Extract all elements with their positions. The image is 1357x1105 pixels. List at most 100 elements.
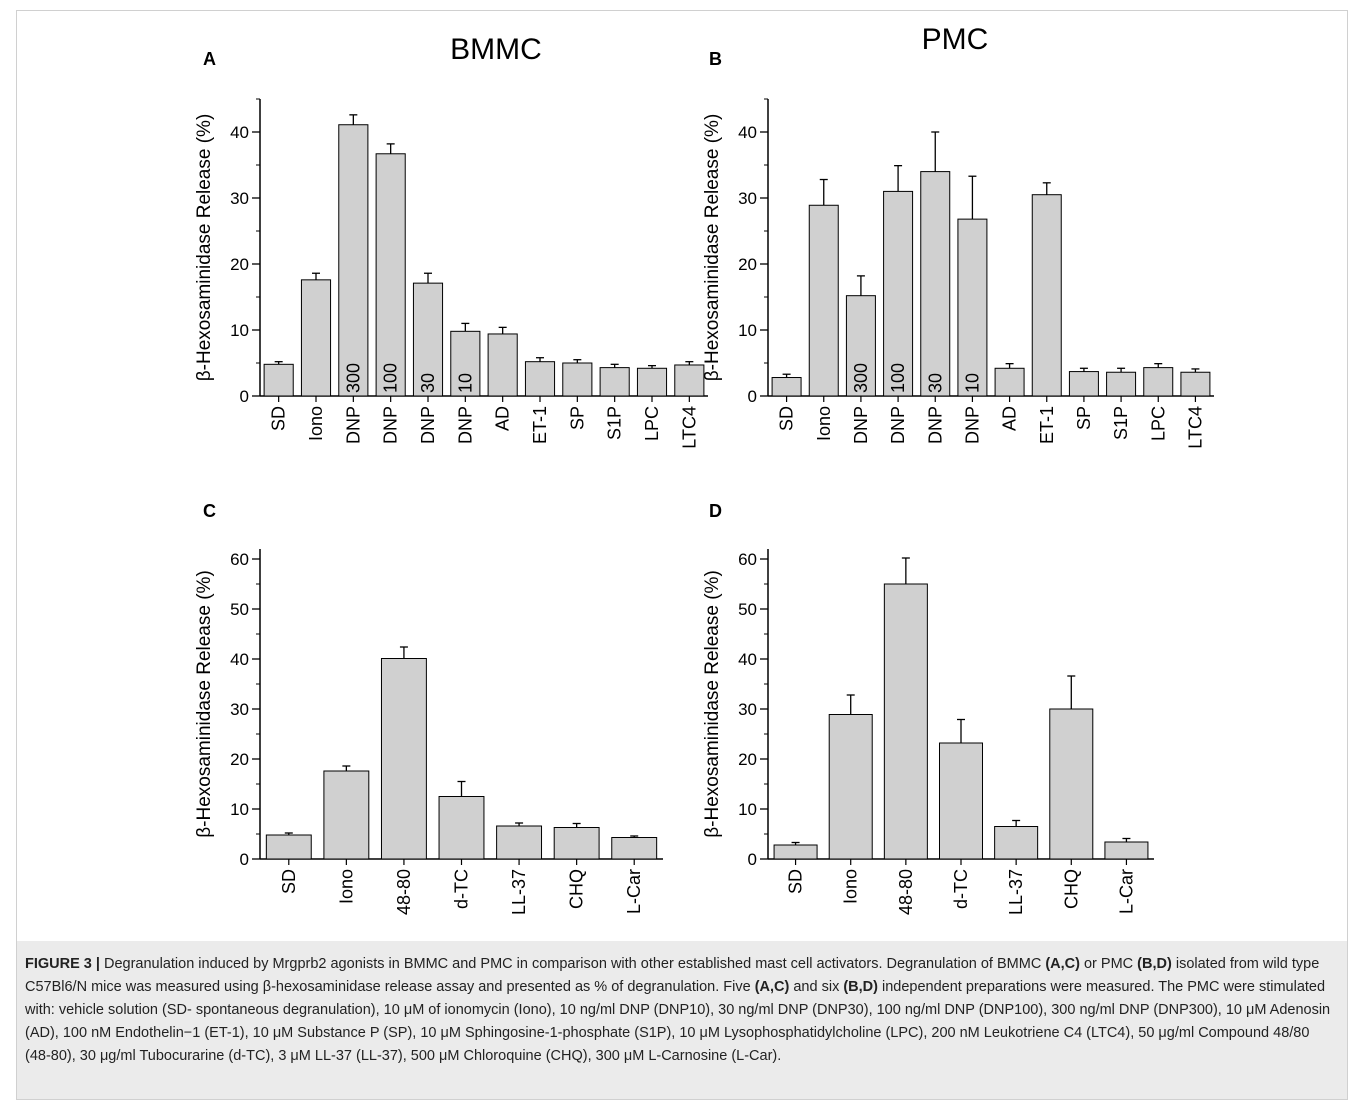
figure-charts: A BMMC 0 10 20 30 40 β-Hexosaminidase Release (… [194, 23, 1214, 915]
y-tick-label: 0 [240, 850, 249, 869]
y-tick-label: 10 [230, 800, 249, 819]
x-tick-label: AD [493, 406, 513, 431]
bar [553, 827, 600, 860]
bar [496, 825, 543, 860]
y-tick-label: 0 [748, 387, 757, 406]
x-tick-label: SD [279, 869, 299, 894]
caption-segment: independent preparations were measured. … [25, 979, 1331, 1064]
bar [1104, 841, 1149, 860]
caption-figure-label: FIGURE 3 | [25, 956, 100, 972]
y-tick-label: 40 [738, 123, 757, 142]
y-tick-label: 30 [738, 700, 757, 719]
x-tick-label: DNP [381, 406, 401, 444]
x-tick-label: SD [269, 406, 289, 431]
bar [674, 364, 705, 397]
x-tick-label: SP [567, 406, 587, 430]
y-tick-label: 40 [230, 123, 249, 142]
x-tick-label: DNP [455, 406, 475, 444]
bar [883, 583, 928, 860]
bar [994, 826, 1039, 860]
x-tick-label: LPC [1148, 406, 1168, 441]
bar [845, 295, 876, 397]
caption-segment: and six [789, 979, 844, 995]
y-tick-label: 60 [738, 550, 757, 569]
bar-label: 30 [925, 373, 945, 393]
bar [375, 153, 406, 397]
x-tick-label: 48-80 [394, 869, 414, 915]
y-tick-label: 0 [748, 850, 757, 869]
bar [994, 367, 1025, 397]
x-tick-label: AD [1000, 406, 1020, 431]
caption-segment: (A,C) [1045, 956, 1080, 972]
bar-label: 300 [343, 363, 363, 393]
bar [380, 658, 427, 860]
x-tick-label: LPC [642, 406, 662, 441]
bar [938, 742, 984, 860]
bar [487, 333, 518, 397]
bar [338, 124, 369, 397]
bar [599, 367, 630, 397]
y-tick-label: 20 [738, 750, 757, 769]
panel-letter: A [203, 49, 216, 69]
x-tick-label: CHQ [1061, 869, 1081, 909]
bar [1068, 371, 1099, 397]
bar-label: 10 [455, 373, 475, 393]
bar [438, 796, 485, 860]
bar [562, 362, 593, 397]
y-axis-label: β-Hexosaminidase Release (%) [194, 570, 215, 838]
x-tick-label: SP [1074, 406, 1094, 430]
y-tick-label: 10 [230, 321, 249, 340]
y-tick-label: 50 [230, 600, 249, 619]
x-tick-label: ET-1 [1037, 406, 1057, 444]
x-tick-label: DNP [888, 406, 908, 444]
y-tick-label: 10 [738, 321, 757, 340]
bar [323, 770, 370, 860]
chart-panel-a: A BMMC 0 10 20 30 40 β-Hexosaminidase Release (… [194, 33, 708, 449]
y-tick-label: 30 [230, 700, 249, 719]
chart-title: PMC [922, 23, 989, 56]
y-tick-label: 50 [738, 600, 757, 619]
bar-label: 30 [418, 373, 438, 393]
bar [265, 834, 312, 860]
bar [412, 282, 444, 397]
caption-segment: (B,D) [843, 979, 878, 995]
bar [1049, 708, 1094, 860]
caption-segment: Degranulation induced by Mrgprb2 agonist… [99, 956, 1046, 972]
bar [808, 204, 839, 397]
bar [524, 361, 556, 397]
chart-panel-d: D 0 10 20 30 40 50 60 β-Hexosaminidase Release (… [702, 501, 1154, 915]
figure-caption: FIGURE 3 | Degranulation induced by Mrgp… [25, 953, 1339, 1068]
bar-label: 10 [962, 373, 982, 393]
x-tick-label: DNP [925, 406, 945, 444]
x-tick-label: ET-1 [530, 406, 550, 444]
y-tick-label: 20 [230, 750, 249, 769]
x-tick-label: L-Car [1116, 869, 1136, 914]
caption-body: Degranulation induced by Mrgprb2 agonist… [25, 956, 1330, 1064]
x-tick-label: LTC4 [679, 406, 699, 449]
y-tick-label: 60 [230, 550, 249, 569]
y-tick-label: 40 [230, 650, 249, 669]
bar-label: 100 [381, 363, 401, 393]
bar-label: 300 [851, 363, 871, 393]
x-tick-label: SD [777, 406, 797, 431]
bar [828, 714, 873, 860]
y-axis-label: β-Hexosaminidase Release (%) [702, 114, 723, 382]
chart-panel-c: C 0 10 20 30 40 50 60 β-Hexosaminidase Release (… [194, 501, 663, 915]
figure: A BMMC 0 10 20 30 40 β-Hexosaminidase Release (… [16, 10, 1348, 1100]
x-tick-label: LTC4 [1185, 406, 1205, 449]
x-tick-label: S1P [605, 406, 625, 440]
x-tick-label: LL-37 [509, 869, 529, 915]
x-tick-label: d-TC [452, 869, 472, 909]
x-tick-label: S1P [1111, 406, 1131, 440]
bar [450, 330, 481, 397]
x-tick-label: Iono [306, 406, 326, 441]
caption-segment: (B,D) [1137, 956, 1172, 972]
chart-panel-b: B PMC 0 10 20 30 40 β-Hexosaminidase Release (%… [702, 23, 1214, 449]
y-tick-label: 30 [738, 189, 757, 208]
panel-letter: D [709, 501, 722, 521]
x-tick-label: DNP [851, 406, 871, 444]
y-tick-label: 40 [738, 650, 757, 669]
caption-segment: or PMC [1079, 956, 1138, 972]
bar [300, 279, 332, 397]
caption-segment: (A,C) [754, 979, 790, 995]
